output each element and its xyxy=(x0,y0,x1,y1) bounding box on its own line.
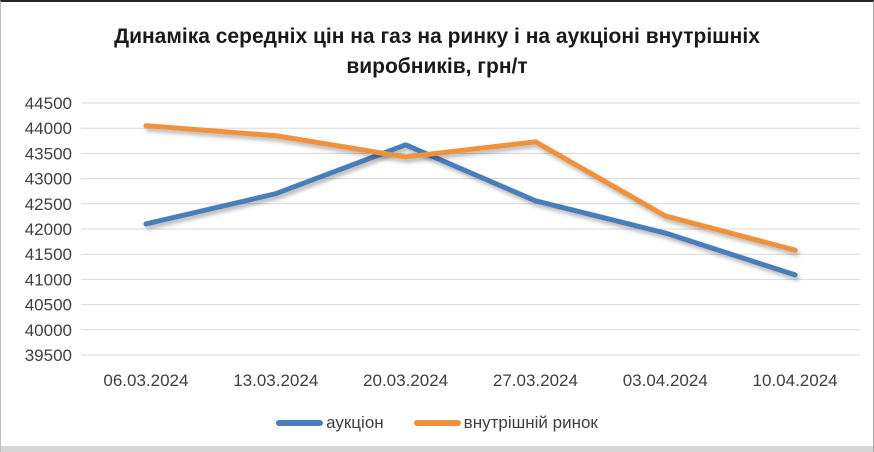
y-tick-label: 40000 xyxy=(25,321,72,340)
x-tick-label: 03.04.2024 xyxy=(623,371,708,390)
x-tick-label: 27.03.2024 xyxy=(493,371,578,390)
legend: аукціон внутрішній ринок xyxy=(1,413,873,433)
x-tick-label: 20.03.2024 xyxy=(363,371,448,390)
legend-item-auction: аукціон xyxy=(276,413,384,433)
chart-title: Динаміка середніх цін на газ на ринку і … xyxy=(114,25,760,79)
window-bottom-edge xyxy=(1,446,873,452)
y-tick-label: 40500 xyxy=(25,296,72,315)
y-tick-label: 39500 xyxy=(25,346,72,365)
y-tick-label: 44500 xyxy=(25,94,72,113)
series-line-0 xyxy=(143,142,798,278)
y-tick-label: 44000 xyxy=(25,119,72,138)
legend-label-domestic-market: внутрішній ринок xyxy=(463,413,598,432)
legend-label-auction: аукціон xyxy=(326,413,384,432)
x-tick-label: 13.03.2024 xyxy=(233,371,318,390)
legend-swatch-auction xyxy=(276,420,324,426)
y-tick-label: 41500 xyxy=(25,245,72,264)
y-tick-label: 43000 xyxy=(25,170,72,189)
y-tick-label: 42000 xyxy=(25,220,72,239)
y-tick-label: 42500 xyxy=(25,195,72,214)
legend-swatch-domestic-market xyxy=(413,420,461,426)
y-tick-label: 43500 xyxy=(25,144,72,163)
x-tick-label: 06.03.2024 xyxy=(103,371,188,390)
x-tick-label: 10.04.2024 xyxy=(753,371,838,390)
legend-item-domestic-market: внутрішній ринок xyxy=(413,413,598,433)
y-tick-label: 41000 xyxy=(25,270,72,289)
series-line-1 xyxy=(143,123,798,253)
